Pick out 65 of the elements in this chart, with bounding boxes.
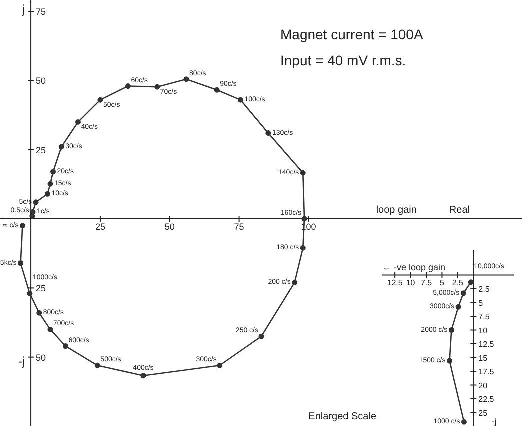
point [27,290,33,296]
x-axis-title: loop gain [376,205,417,216]
x-tick-label: 2.5 [452,278,464,288]
point [58,144,64,150]
text: Input = 40 mV r.m.s. [280,52,406,68]
point [98,97,104,103]
point [468,280,474,286]
x-tick-label: 10 [406,278,416,288]
point [94,362,100,368]
y-tick-label: 7.5 [478,312,490,322]
x-tick-label: 50 [164,222,175,232]
point [48,181,54,187]
y-tick-label: 75 [36,7,46,18]
y-axis-title: j [21,2,26,16]
text: Magnet current = 100A [280,26,424,42]
y-tick-label: 50 [36,76,46,86]
point [302,216,308,222]
y-tick-label: 17.5 [478,368,495,376]
y-tick-label: 15 [478,354,488,363]
point [448,328,454,333]
point [266,130,272,136]
point [154,84,160,90]
point [75,119,81,125]
point [20,223,26,229]
annotation: Enlarged Scale [308,412,377,422]
x-tick-label: 75 [234,222,244,232]
point [125,84,131,89]
y-tick-label: 12.5 [478,340,495,349]
point [258,334,264,340]
point [140,373,146,379]
point [217,362,223,368]
point [238,97,244,103]
point [460,290,466,296]
point [48,326,54,332]
point [44,191,50,197]
point [33,200,39,206]
y-tick-label: 25 [36,145,46,156]
point [36,310,42,316]
point [30,209,36,215]
y-tick-label: 5 [478,298,484,308]
point [214,87,220,93]
point [456,304,462,310]
y-tick-label: 2.5 [478,285,490,294]
x-tick-label: 25 [95,222,106,232]
x-axis-title: ← -ve loop gain [382,262,446,272]
y-axis-title: -j [492,416,497,426]
point [300,245,306,251]
y-tick-label: 10 [478,326,488,336]
y-tick-label: 25 [478,408,488,418]
point [461,419,467,425]
x-tick-label: 5 [440,278,445,288]
y-tick-label: 22.5 [478,395,495,404]
y-tick-label: 20 [478,381,488,390]
x-tick-label: 12.5 [387,278,404,288]
point [63,344,68,350]
point [50,169,56,175]
annotation: -j [18,354,26,368]
x-tick-label: 7.5 [420,278,433,288]
point [300,170,306,176]
annotation: Real [449,205,470,216]
point [184,76,190,82]
point [447,358,453,364]
point [18,260,24,266]
point [292,280,298,286]
y-tick-label: 50 [36,352,46,363]
